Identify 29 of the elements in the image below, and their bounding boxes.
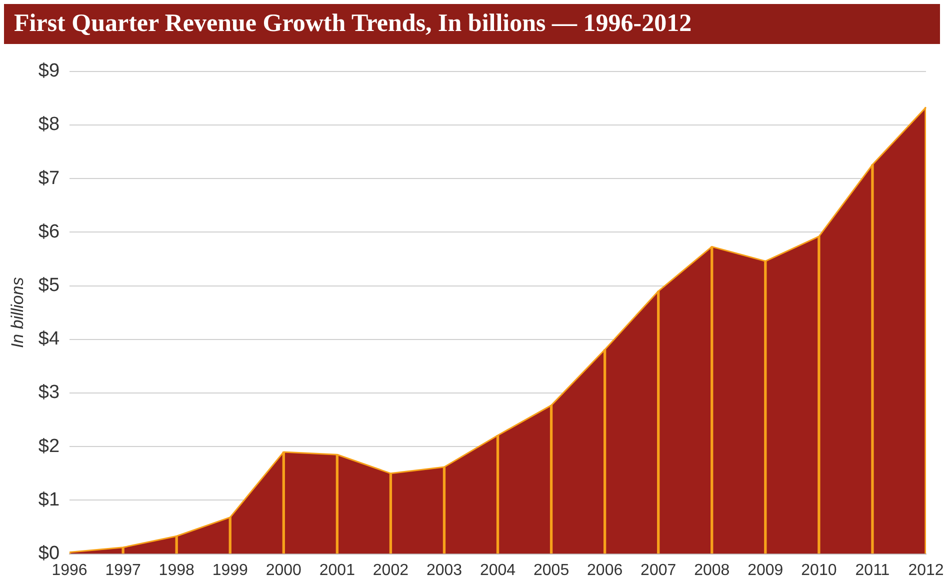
x-tick-label: 2011 <box>855 562 890 579</box>
x-tick-label: 2001 <box>319 562 356 579</box>
y-tick-label: $1 <box>38 489 60 510</box>
chart-title: First Quarter Revenue Growth Trends, In billions — 1996-2012 <box>4 4 940 44</box>
x-tick-label: 2003 <box>426 562 462 579</box>
x-tick-label: 2009 <box>748 562 784 579</box>
x-tick-label: 2012 <box>908 562 944 579</box>
y-tick-label: $9 <box>38 60 60 82</box>
y-tick-label: $4 <box>38 328 60 350</box>
x-tick-label: 1999 <box>212 562 248 579</box>
x-tick-label: 1997 <box>105 562 141 579</box>
y-tick-label: $3 <box>38 382 60 404</box>
x-tick-label: 2007 <box>640 562 676 579</box>
y-tick-label: $2 <box>38 436 60 457</box>
x-tick-label: 2010 <box>801 562 837 579</box>
y-tick-label: $7 <box>38 168 60 189</box>
y-tick-label: $6 <box>38 221 60 242</box>
x-tick-label: 1998 <box>158 562 194 579</box>
x-tick-label: 2005 <box>534 562 570 579</box>
x-tick-label: 1996 <box>52 562 88 579</box>
x-tick-label: 2004 <box>480 562 516 579</box>
y-tick-label: $0 <box>38 543 60 564</box>
y-tick-label: $5 <box>38 275 60 296</box>
y-axis-title: In billions <box>8 276 27 348</box>
x-tick-label: 2006 <box>587 562 623 579</box>
x-tick-label: 2000 <box>266 562 302 579</box>
x-tick-label: 2002 <box>372 562 409 579</box>
x-tick-label: 2008 <box>694 562 730 579</box>
y-tick-label: $8 <box>38 114 60 136</box>
